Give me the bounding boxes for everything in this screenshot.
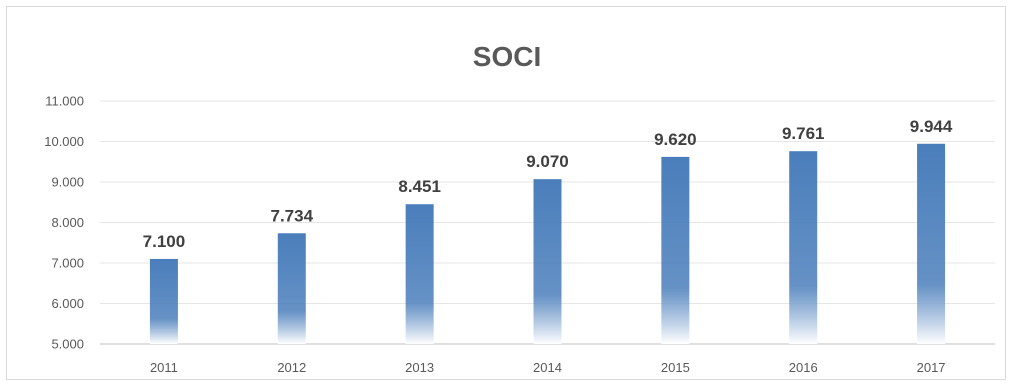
- data-label-2016: 9.761: [782, 124, 825, 143]
- x-tick-label: 2015: [661, 360, 690, 375]
- bar-2012: [277, 233, 306, 344]
- bar-2013: [405, 204, 434, 344]
- y-tick-label: 6.000: [51, 296, 84, 311]
- bar-2016: [789, 151, 818, 344]
- data-label-2012: 7.734: [271, 206, 314, 225]
- data-label-2014: 9.070: [526, 152, 569, 171]
- chart-title: SOCI: [473, 41, 541, 72]
- data-label-2017: 9.944: [910, 117, 953, 136]
- data-label-2013: 8.451: [398, 177, 441, 196]
- x-tick-label: 2011: [150, 360, 178, 375]
- bar-2011: [149, 258, 178, 344]
- x-tick-label: 2016: [789, 360, 818, 375]
- y-tick-label: 11.000: [45, 94, 84, 109]
- y-tick-label: 5.000: [51, 337, 84, 352]
- data-label-2015: 9.620: [654, 130, 697, 149]
- y-tick-label: 9.000: [51, 175, 84, 190]
- bars: [149, 143, 946, 344]
- bar-2015: [661, 156, 690, 344]
- bar-2017: [917, 143, 946, 344]
- x-tick-label: 2017: [917, 360, 946, 375]
- data-label-2011: 7.100: [143, 232, 186, 251]
- bar-2014: [533, 179, 562, 344]
- x-tick-label: 2012: [277, 360, 306, 375]
- x-tick-label: 2014: [533, 360, 562, 375]
- y-tick-label: 10.000: [44, 134, 84, 149]
- x-tick-label: 2013: [405, 360, 434, 375]
- y-tick-label: 7.000: [51, 256, 84, 271]
- y-axis: 5.000 6.000 7.000 8.000 9.000 10.000 11.000: [44, 94, 84, 352]
- y-tick-label: 8.000: [51, 215, 84, 230]
- x-axis: 2011 2012 2013 2014 2015 2016 2017: [150, 360, 946, 375]
- data-labels: 7.100 7.734 8.451 9.070 9.620 9.761 9.944: [143, 117, 953, 251]
